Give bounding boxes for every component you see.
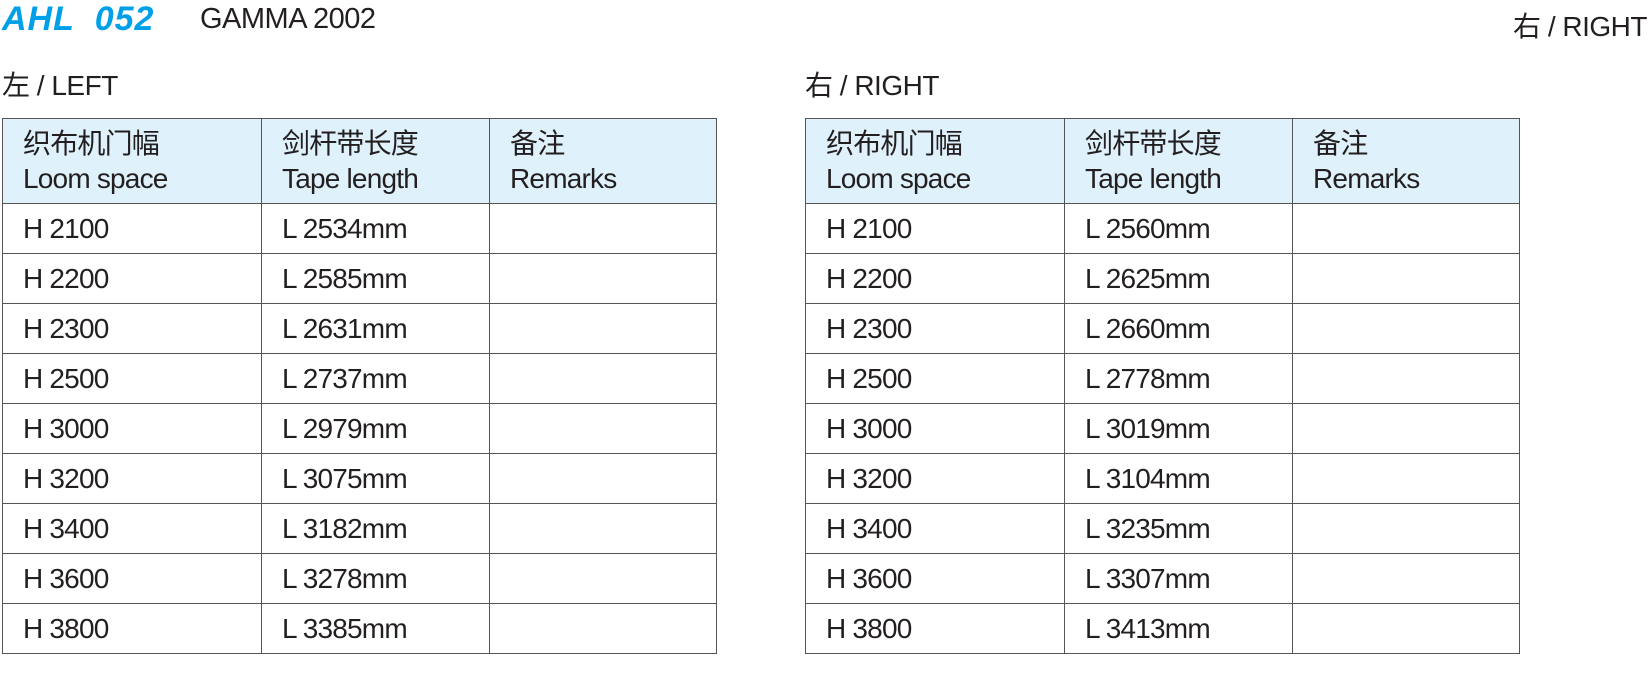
column-header-zh: 织布机门幅	[826, 128, 963, 159]
table-header-row: 织布机门幅 Loom space 剑杆带长度 Tape length 备注 Remarks	[2, 118, 717, 204]
table-header-row: 织布机门幅 Loom space 剑杆带长度 Tape length 备注 Remarks	[805, 118, 1520, 204]
right-section-label: 右 / RIGHT	[805, 70, 939, 101]
table-cell: L 2778mm	[1064, 353, 1293, 404]
table-cell: H 2500	[2, 353, 262, 404]
right-tape-table: 织布机门幅 Loom space 剑杆带长度 Tape length 备注 Remarks…	[805, 118, 1520, 654]
table-row: H 3800 L 3413mm	[805, 603, 1520, 654]
column-header-zh: 剑杆带长度	[282, 128, 419, 159]
table-cell	[489, 253, 717, 304]
table-cell: L 3307mm	[1064, 553, 1293, 604]
table-row: H 2200 L 2585mm	[2, 253, 717, 304]
column-header-en: Remarks	[510, 163, 617, 194]
column-header-zh: 剑杆带长度	[1085, 128, 1222, 159]
column-header: 织布机门幅 Loom space	[805, 118, 1065, 204]
table-cell	[1292, 253, 1520, 304]
table-row: H 2500 L 2737mm	[2, 353, 717, 404]
table-cell: H 2100	[805, 203, 1065, 254]
column-header-en: Remarks	[1313, 163, 1420, 194]
table-row: H 2100 L 2560mm	[805, 203, 1520, 254]
table-cell: H 3600	[2, 553, 262, 604]
table-cell: H 2300	[805, 303, 1065, 354]
table-row: H 2200 L 2625mm	[805, 253, 1520, 304]
table-cell: L 3104mm	[1064, 453, 1293, 504]
column-header: 剑杆带长度 Tape length	[261, 118, 490, 204]
table-cell	[489, 303, 717, 354]
table-row: H 2300 L 2660mm	[805, 303, 1520, 354]
table-row: H 2300 L 2631mm	[2, 303, 717, 354]
left-section-label: 左 / LEFT	[2, 70, 118, 101]
table-cell: L 3075mm	[261, 453, 490, 504]
table-cell	[489, 453, 717, 504]
column-header-en: Loom space	[23, 163, 168, 194]
table-row: H 3000 L 3019mm	[805, 403, 1520, 454]
table-cell	[1292, 203, 1520, 254]
table-cell: L 3385mm	[261, 603, 490, 654]
table-cell: L 2660mm	[1064, 303, 1293, 354]
table-cell	[489, 203, 717, 254]
table-row: H 3600 L 3307mm	[805, 553, 1520, 604]
table-row: H 3600 L 3278mm	[2, 553, 717, 604]
column-header: 备注 Remarks	[1292, 118, 1520, 204]
table-cell	[1292, 403, 1520, 454]
left-tape-table: 织布机门幅 Loom space 剑杆带长度 Tape length 备注 Remarks…	[2, 118, 717, 654]
table-cell: H 2200	[2, 253, 262, 304]
table-cell: H 3800	[2, 603, 262, 654]
table-cell: L 2631mm	[261, 303, 490, 354]
column-header-en: Tape length	[282, 163, 419, 194]
table-cell	[489, 553, 717, 604]
column-header-zh: 备注	[510, 128, 565, 159]
table-cell: L 2979mm	[261, 403, 490, 454]
table-cell: H 3200	[805, 453, 1065, 504]
table-cell: L 2534mm	[261, 203, 490, 254]
column-header: 织布机门幅 Loom space	[2, 118, 262, 204]
page-side-label: 右 / RIGHT	[1513, 11, 1647, 42]
table-cell	[489, 353, 717, 404]
table-row: H 3800 L 3385mm	[2, 603, 717, 654]
table-cell: H 3600	[805, 553, 1065, 604]
table-row: H 3000 L 2979mm	[2, 403, 717, 454]
column-header: 剑杆带长度 Tape length	[1064, 118, 1293, 204]
table-cell: L 2625mm	[1064, 253, 1293, 304]
table-cell: H 3000	[2, 403, 262, 454]
table-cell	[1292, 603, 1520, 654]
table-cell: L 3019mm	[1064, 403, 1293, 454]
table-cell: H 2200	[805, 253, 1065, 304]
table-row: H 3400 L 3182mm	[2, 503, 717, 554]
table-cell	[489, 603, 717, 654]
table-cell: L 3235mm	[1064, 503, 1293, 554]
table-cell: H 3000	[805, 403, 1065, 454]
table-cell: L 3278mm	[261, 553, 490, 604]
table-cell: H 3400	[2, 503, 262, 554]
table-row: H 3200 L 3075mm	[2, 453, 717, 504]
table-cell: L 2560mm	[1064, 203, 1293, 254]
table-cell: H 3200	[2, 453, 262, 504]
table-cell	[1292, 353, 1520, 404]
table-cell: L 2737mm	[261, 353, 490, 404]
table-cell: H 3800	[805, 603, 1065, 654]
table-cell: H 2300	[2, 303, 262, 354]
table-row: H 3200 L 3104mm	[805, 453, 1520, 504]
table-row: H 2100 L 2534mm	[2, 203, 717, 254]
table-cell: L 3413mm	[1064, 603, 1293, 654]
model-title: AHL 052	[2, 0, 155, 38]
series-name: GAMMA 2002	[200, 3, 376, 35]
table-cell	[489, 503, 717, 554]
table-cell	[1292, 503, 1520, 554]
table-cell: L 2585mm	[261, 253, 490, 304]
table-cell	[1292, 453, 1520, 504]
column-header-zh: 织布机门幅	[23, 128, 160, 159]
table-cell: H 3400	[805, 503, 1065, 554]
column-header: 备注 Remarks	[489, 118, 717, 204]
table-cell	[489, 403, 717, 454]
table-cell	[1292, 553, 1520, 604]
column-header-en: Loom space	[826, 163, 971, 194]
table-cell	[1292, 303, 1520, 354]
column-header-zh: 备注	[1313, 128, 1368, 159]
table-cell: H 2100	[2, 203, 262, 254]
table-row: H 2500 L 2778mm	[805, 353, 1520, 404]
table-cell: H 2500	[805, 353, 1065, 404]
table-row: H 3400 L 3235mm	[805, 503, 1520, 554]
column-header-en: Tape length	[1085, 163, 1222, 194]
table-cell: L 3182mm	[261, 503, 490, 554]
